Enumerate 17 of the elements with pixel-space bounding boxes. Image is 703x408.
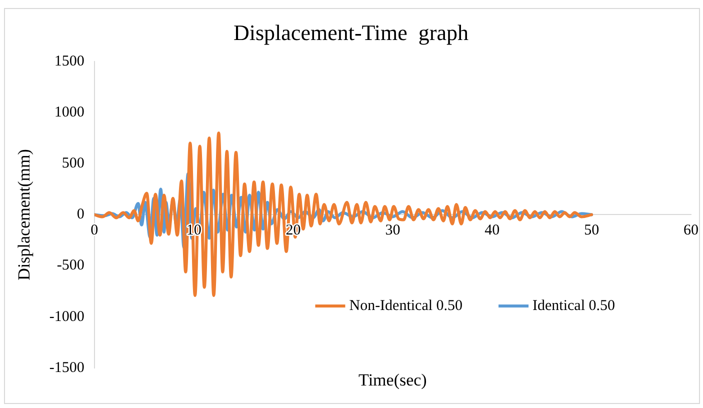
legend-label: Identical 0.50 xyxy=(532,298,616,314)
y-tick-label: -500 xyxy=(56,258,84,274)
x-tick-label: 50 xyxy=(584,222,600,239)
legend-label: Non-Identical 0.50 xyxy=(349,298,463,314)
x-tick-label: 40 xyxy=(484,222,500,239)
y-axis-title: Displacement(mm) xyxy=(14,149,34,280)
x-tick-label: 60 xyxy=(684,222,698,239)
y-tick-label: -1000 xyxy=(49,308,84,325)
y-tick-label: 500 xyxy=(62,156,84,172)
x-axis-title: Time(sec) xyxy=(358,370,427,390)
y-tick-label: 1500 xyxy=(54,53,84,70)
x-tick-label: 0 xyxy=(90,222,98,239)
y-tick-label: 1000 xyxy=(54,104,84,120)
x-tick-label: 30 xyxy=(385,222,400,239)
y-tick-label: -1500 xyxy=(49,360,84,376)
y-tick-label: 0 xyxy=(76,206,84,223)
chart-title: Displacement-Time graph xyxy=(233,20,469,45)
